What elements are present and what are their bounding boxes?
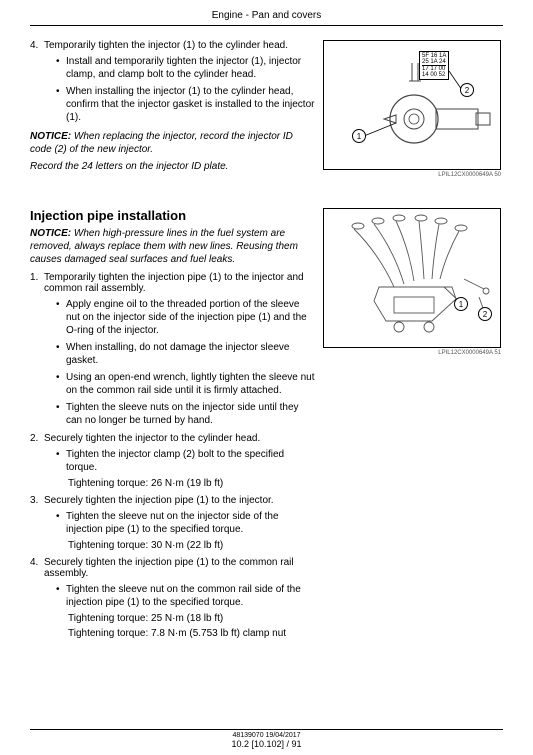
s2-step1: 1. Temporarily tighten the injection pip… [30, 272, 315, 427]
page-footer: 48139070 19/04/2017 10.2 [10.102] / 91 [30, 729, 503, 749]
torque-spec: Tightening torque: 7.8 N·m (5.753 lb ft)… [68, 628, 315, 639]
section-2: Injection pipe installation NOTICE: When… [30, 208, 503, 645]
section-1: 4. Temporarily tighten the injector (1) … [30, 40, 503, 178]
s2-notice: NOTICE: When high-pressure lines in the … [30, 227, 315, 266]
step-text: Securely tighten the injector to the cyl… [44, 433, 260, 444]
notice-body: When high-pressure lines in the fuel sys… [30, 228, 298, 265]
bullet: Tighten the sleeve nut on the injector s… [56, 510, 315, 536]
step-text: Securely tighten the injection pipe (1) … [44, 557, 294, 579]
s2-step4: 4. Securely tighten the injection pipe (… [30, 557, 315, 639]
notice-body: Record the 24 letters on the injector ID… [30, 161, 228, 172]
header-title: Engine - Pan and covers [212, 10, 322, 21]
step-number: 3. [30, 495, 38, 506]
injector-diagram [324, 41, 500, 169]
notice-label: NOTICE: [30, 228, 71, 239]
figure-1: 5F 16 1A 25 1A 24 17 17 00 14 00 52 1 2 [323, 40, 501, 170]
torque-spec: Tightening torque: 25 N·m (18 lb ft) [68, 613, 315, 624]
section-1-text: 4. Temporarily tighten the injector (1) … [30, 40, 315, 177]
step-number: 4. [30, 557, 38, 568]
step-text: Securely tighten the injection pipe (1) … [44, 495, 274, 506]
bullet: Apply engine oil to the threaded portion… [56, 298, 315, 337]
footer-meta: 48139070 19/04/2017 [30, 732, 503, 739]
callout-2: 2 [460, 83, 474, 97]
s1-notice-2: Record the 24 letters on the injector ID… [30, 160, 315, 173]
callout-2: 2 [478, 307, 492, 321]
bullet: Tighten the sleeve nut on the common rai… [56, 583, 315, 609]
step-number: 4. [30, 40, 38, 51]
label-row: 25 1A 24 [422, 59, 446, 65]
id-label: 5F 16 1A 25 1A 24 17 17 00 14 00 52 [419, 51, 449, 80]
step-number: 2. [30, 433, 38, 444]
bullet: Using an open-end wrench, lightly tighte… [56, 371, 315, 397]
figure-1-caption: LPIL12CX0000649A 50 [323, 172, 503, 178]
bullet: Install and temporarily tighten the inje… [56, 55, 315, 81]
figure-2-caption: LPIL12CX0000649A 51 [323, 350, 503, 356]
bullet: When installing the injector (1) to the … [56, 85, 315, 124]
callout-1: 1 [454, 297, 468, 311]
s1-notice: NOTICE: When replacing the injector, rec… [30, 130, 315, 156]
s1-step4: 4. Temporarily tighten the injector (1) … [30, 40, 315, 124]
bullet: When installing, do not damage the injec… [56, 341, 315, 367]
torque-spec: Tightening torque: 26 N·m (19 lb ft) [68, 478, 315, 489]
injection-pipe-diagram [324, 209, 500, 347]
section-2-title: Injection pipe installation [30, 208, 315, 223]
s2-step3: 3. Securely tighten the injection pipe (… [30, 495, 315, 551]
section-1-figure-col: 5F 16 1A 25 1A 24 17 17 00 14 00 52 1 2 … [323, 40, 503, 178]
figure-2: 1 2 [323, 208, 501, 348]
section-2-text: Injection pipe installation NOTICE: When… [30, 208, 315, 645]
step-text: Temporarily tighten the injector (1) to … [44, 40, 288, 51]
section-2-figure-col: 1 2 LPIL12CX0000649A 51 [323, 208, 503, 356]
label-row: 14 00 52 [422, 72, 446, 78]
notice-label: NOTICE: [30, 131, 71, 142]
bullet: Tighten the injector clamp (2) bolt to t… [56, 448, 315, 474]
callout-1: 1 [352, 129, 366, 143]
s2-step2: 2. Securely tighten the injector to the … [30, 433, 315, 489]
footer-page: 10.2 [10.102] / 91 [30, 739, 503, 749]
bullet: Tighten the sleeve nuts on the injector … [56, 401, 315, 427]
torque-spec: Tightening torque: 30 N·m (22 lb ft) [68, 540, 315, 551]
page-header: Engine - Pan and covers [30, 0, 503, 26]
step-number: 1. [30, 272, 38, 283]
label-row: 17 17 00 [422, 65, 446, 72]
step-text: Temporarily tighten the injection pipe (… [44, 272, 304, 294]
